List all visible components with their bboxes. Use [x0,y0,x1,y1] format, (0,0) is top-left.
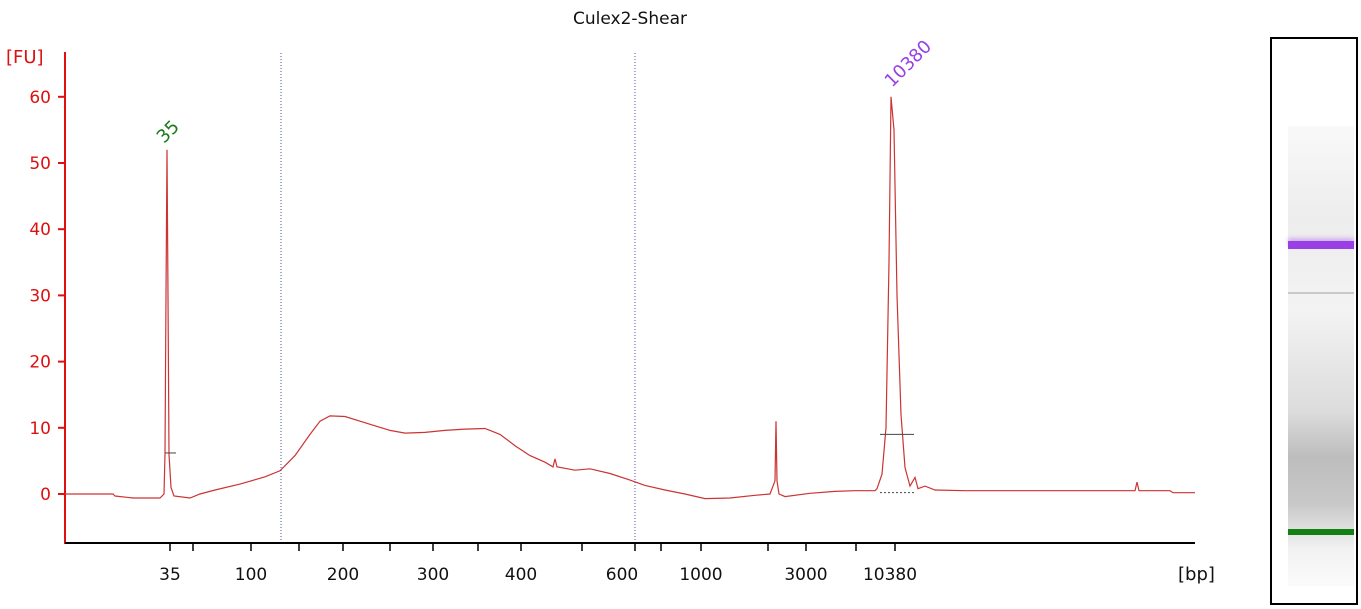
gel-faint-band [1288,292,1354,294]
y-tick-label: 20 [29,353,51,373]
y-tick-label: 50 [29,154,51,174]
x-tick-label: 10380 [863,565,917,585]
x-axis-label: [bp] [1178,564,1215,585]
y-tick-label: 60 [29,88,51,108]
y-tick-label: 30 [29,286,51,306]
y-axis-label: [FU] [6,47,44,68]
x-tick-label: 35 [159,565,181,585]
peak-label: 10380 [881,36,936,91]
y-tick-label: 40 [29,220,51,240]
y-tick-label: 10 [29,419,51,439]
peak-label: 35 [153,116,184,147]
y-tick-label: 0 [40,485,51,505]
x-tick-label: 100 [235,565,267,585]
x-tick-label: 200 [327,565,359,585]
virtual-gel-lane [1270,37,1358,605]
gel-upper-marker-band [1288,241,1354,249]
electropherogram-trace [65,96,1195,500]
electropherogram-chart: Culex2-Shear [FU] [bp] 0 10 20 30 40 50 60 35 1… [6,9,1215,585]
x-tick-label: 1000 [679,565,722,585]
x-tick-label: 300 [417,565,449,585]
x-tick-label: 600 [606,565,638,585]
chart-title: Culex2-Shear [573,9,687,29]
x-tick-label: 3000 [784,565,827,585]
gel-smear [1288,126,1354,586]
x-tick-label: 400 [505,565,537,585]
gel-lower-marker-band [1288,529,1354,535]
